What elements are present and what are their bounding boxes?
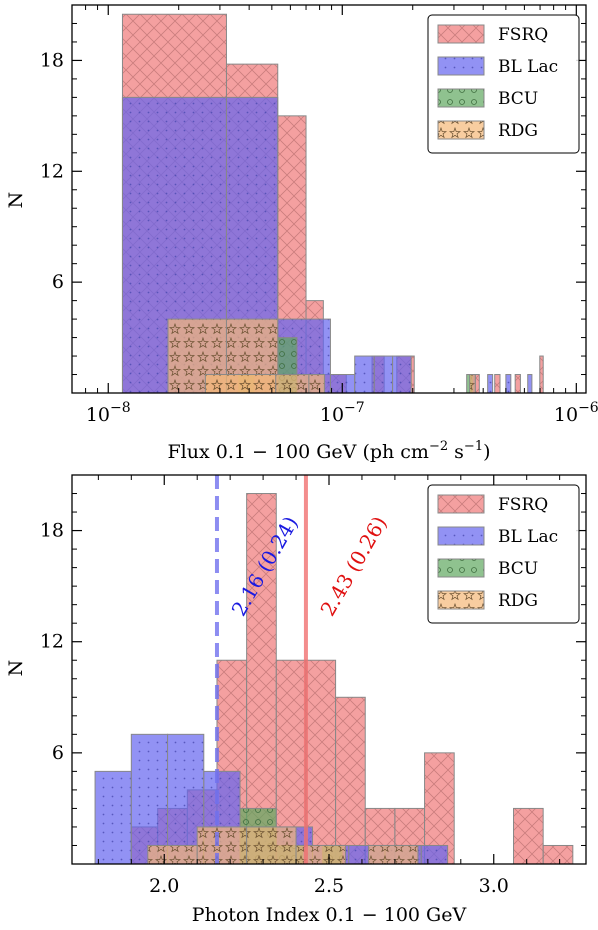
flux-bar-bl-lac-6 (392, 355, 412, 394)
flux-bar-bl-lac-5 (373, 355, 394, 394)
flux-bar-rdg-4 (308, 374, 326, 394)
flux-ytick-label-6: 6 (52, 271, 64, 293)
flux-bar-bl-lac-8 (487, 374, 494, 394)
index-bar-fsrq-13 (513, 807, 544, 865)
index-legend-label-fsrq: FSRQ (498, 495, 548, 515)
flux-xtick-label-−7: 10−7 (320, 400, 365, 426)
flux-panel: 6 12 18 10−8 10−7 10−6 N Flux 0.1 − 100 GeV (… (5, 4, 598, 463)
index-plot-frame (71, 474, 587, 865)
index-xtick-label-3: 3.0 (479, 875, 509, 897)
flux-bar-rdg-3 (275, 374, 310, 394)
index-y-axis-label: N (5, 660, 27, 677)
index-legend-item-fsrq: FSRQ (437, 494, 548, 515)
mean-label-fsrq: 2.43 (0.26) (315, 512, 391, 620)
flux-x-axis-label: Flux 0.1 − 100 GeV (ph cm−2 s−1) (167, 439, 490, 463)
flux-legend-item-bcu: BCU (437, 88, 538, 109)
index-xtick-label-2.5: 2.5 (314, 875, 344, 897)
index-ytick-label-18: 18 (40, 520, 64, 542)
flux-plot-frame (71, 4, 587, 394)
index-bar-rdg-4 (368, 844, 419, 865)
flux-bar-rdg-5 (469, 374, 476, 394)
index-bar-rdg-3 (295, 844, 346, 865)
index-legend-label-bl-lac: BL Lac (498, 527, 558, 547)
index-legend-item-bcu: BCU (437, 558, 538, 579)
flux-legend-item-fsrq: FSRQ (437, 24, 548, 45)
flux-legend-label-bcu: BCU (498, 89, 538, 109)
flux-y-axis-label: N (5, 192, 27, 209)
flux-legend-item-bl-lac: BL Lac (437, 56, 558, 77)
index-legend-frame (427, 484, 580, 624)
index-xtick-label-2: 2.0 (149, 875, 179, 897)
index-bar-fsrq-7 (335, 696, 366, 865)
flux-ytick-label-18: 18 (40, 49, 64, 71)
index-histogram-bars (94, 493, 574, 865)
index-bar-fsrq-4 (246, 493, 277, 865)
flux-bar-rdg-2 (204, 374, 277, 394)
flux-bar-fsrq-9 (514, 374, 521, 394)
flux-bar-bl-lac-10 (527, 374, 533, 394)
index-bar-rdg-0 (147, 844, 198, 865)
flux-legend-item-rdg: RDG (437, 120, 538, 141)
flux-legend-label-bl-lac: BL Lac (498, 57, 558, 77)
index-bar-fsrq-14 (542, 844, 574, 865)
index-legend-label-bcu: BCU (498, 559, 538, 579)
flux-histogram-bars (121, 13, 544, 394)
index-ytick-label-6: 6 (52, 742, 64, 764)
index-bar-bl-lac-0 (94, 770, 132, 865)
flux-ytick-label-12: 12 (40, 160, 64, 182)
index-bar-rdg-1 (196, 826, 248, 865)
flux-bar-bl-lac-9 (505, 374, 512, 394)
index-legend-item-bl-lac: BL Lac (437, 526, 558, 547)
flux-bar-bl-lac-4 (354, 355, 375, 394)
index-legend-label-rdg: RDG (498, 591, 538, 611)
flux-legend-frame (427, 14, 580, 154)
index-bar-rdg-2 (246, 826, 297, 865)
flux-xtick-label-−8: 10−8 (86, 400, 131, 426)
flux-legend-label-rdg: RDG (498, 121, 538, 141)
index-legend-item-rdg: RDG (437, 590, 538, 611)
index-x-axis-label: Photon Index 0.1 − 100 GeV (192, 904, 467, 926)
flux-xtick-label-−6: 10−6 (554, 400, 598, 426)
index-bar-bl-lac-9 (420, 844, 449, 865)
flux-legend: FSRQ BL Lac BCU RDG (427, 14, 580, 154)
index-axis-ticks: 6 12 18 2.0 2.5 3.0 (40, 474, 586, 897)
index-ytick-label-12: 12 (40, 631, 64, 653)
index-legend: FSRQ BL Lac BCU RDG (427, 484, 580, 624)
index-bar-bl-lac-1 (130, 733, 169, 865)
flux-bar-fsrq-10 (539, 355, 544, 394)
flux-bar-fsrq-8 (494, 374, 501, 394)
flux-legend-label-fsrq: FSRQ (498, 25, 548, 45)
